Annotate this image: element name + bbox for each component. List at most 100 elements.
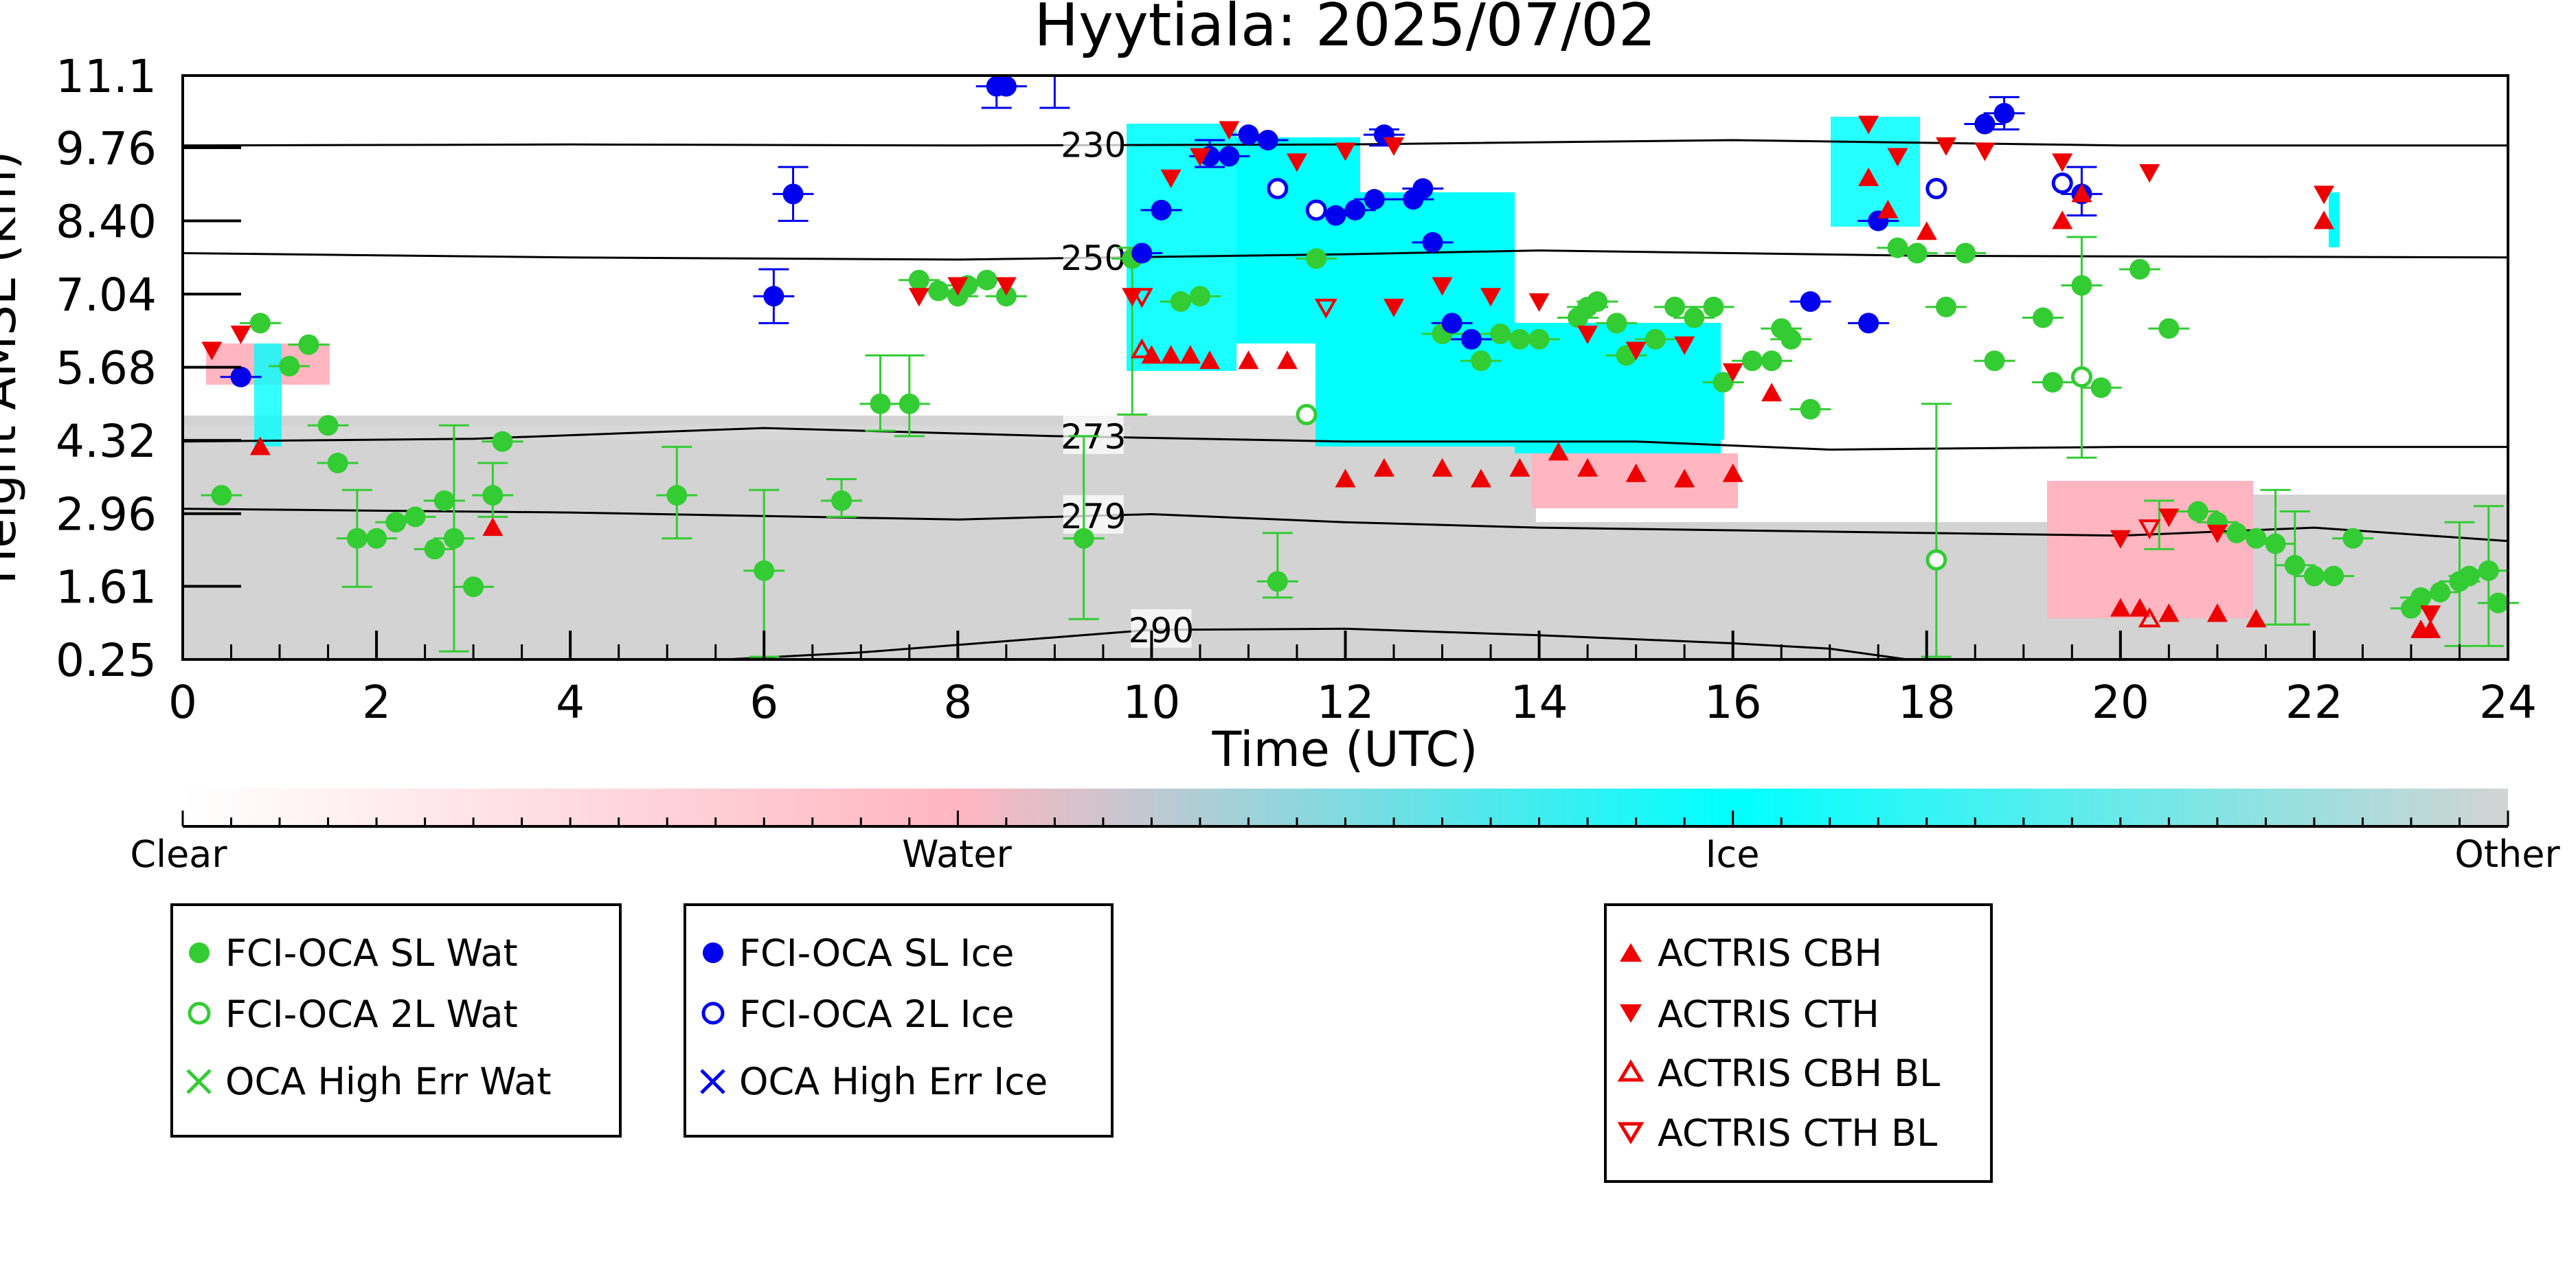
data-point [1335,142,1356,161]
data-point [947,277,969,296]
data-point [2042,372,2064,393]
data-point [1887,237,1908,258]
legend-2l-ice-label: FCI-OCA 2L Ice [739,993,1014,1036]
data-point [249,436,271,455]
x-tick-label: 18 [1898,676,1956,729]
data-point [1199,350,1221,370]
colorbar-ticks [181,811,2509,826]
legend-2l-wat-label: FCI-OCA 2L Wat [225,993,518,1036]
data-point [899,393,920,414]
data-point [1722,463,1743,482]
contour-label-bg [1063,124,1124,163]
data-point [2314,210,2335,229]
data-point [443,528,464,549]
ice-layer [2329,192,2339,247]
colorbar-label-clear: Clear [130,833,227,876]
data-point [1286,153,1307,172]
data-point [763,286,784,307]
data-point [1887,148,1908,167]
data-point [424,539,445,560]
data-point [2314,185,2335,205]
data-point [1344,199,1366,221]
data-point [1335,468,1356,488]
data-point [1179,345,1201,364]
legend-sl-ice-marker [703,942,723,963]
colorbar-label-other: Other [2454,833,2560,876]
legend-2l-ice-marker [701,1002,725,1025]
data-point [1170,291,1191,313]
data-point [1490,324,1511,345]
data-point [2187,501,2208,522]
legend-cth-bl-marker [1617,1122,1645,1144]
contour-label-bg [1063,415,1124,454]
contour-line [183,427,2508,451]
data-point [1916,221,1937,240]
data-point [831,490,852,511]
data-point [1305,199,1327,221]
colorbar-label-water: Water [902,833,1012,876]
legend-ice: FCI-OCA SL Ice FCI-OCA 2L Ice OCA High E… [683,903,1114,1138]
data-markers [201,76,2509,638]
contour-label: 290 [1129,611,1194,651]
data-point [1314,298,1337,319]
legend-high-err-ice-marker [700,1069,725,1094]
data-point [1606,313,1627,334]
data-point [1925,549,1947,571]
data-point [230,326,251,345]
data-point [1296,404,1318,426]
data-point [782,183,804,205]
y-tick-label: 0.25 [56,634,157,687]
legend-ice-frame [683,903,1114,1138]
x-axis-ticks: 0 2 4 6 8 10 12 14 16 18 20 22 24 [168,631,2537,729]
data-point [1383,137,1405,156]
data-point [1713,372,1734,393]
error-bars [201,74,2519,658]
data-point [2459,565,2480,587]
ice-layer [1831,117,1920,227]
y-tick-label: 8.40 [56,196,157,249]
data-point [1858,167,1879,186]
data-point [1267,571,1288,592]
data-point [1781,328,1802,350]
data-point [2342,528,2364,549]
data-point [2129,259,2151,280]
colorbar: Clear Water Ice Other [130,789,2560,876]
legend-actris-frame [1604,903,1993,1183]
x-tick-label: 22 [2285,676,2343,729]
legend-actris: ACTRIS CBH ACTRIS CTH ACTRIS CBH BL ACTR… [1604,903,1993,1183]
data-point [2226,522,2248,543]
data-point [1160,169,1182,188]
legend-cbh-marker [1620,943,1642,962]
data-point [1906,242,1928,264]
ice-layer [254,343,282,447]
data-point [1974,142,1996,161]
data-point [1645,328,1666,350]
legend-sl-wat-label: FCI-OCA SL Wat [225,931,518,975]
data-point [1858,313,1879,334]
data-point [405,506,426,528]
data-point [1548,442,1569,461]
data-point [1219,121,1240,140]
data-point [1625,463,1647,482]
y-tick-label: 1.61 [56,561,157,613]
data-point [1306,248,1327,269]
data-point [1993,102,2015,124]
data-point [2284,554,2305,576]
data-point [908,269,929,291]
cloud-classification-background [183,117,2508,659]
data-point [2410,587,2432,608]
data-point [298,334,319,355]
data-point [1800,398,1821,420]
legend-high-err-ice-label: OCA High Err Ice [739,1060,1048,1103]
data-point [1470,350,1491,372]
data-point [1509,457,1530,477]
contour-label-bg [1131,609,1192,648]
legend-cth-label: ACTRIS CTH [1658,993,1879,1036]
data-point [1955,242,1976,264]
data-point [1984,350,2005,372]
data-point [1625,341,1647,361]
data-point [230,366,251,387]
data-point [754,560,775,581]
data-point [327,453,348,474]
